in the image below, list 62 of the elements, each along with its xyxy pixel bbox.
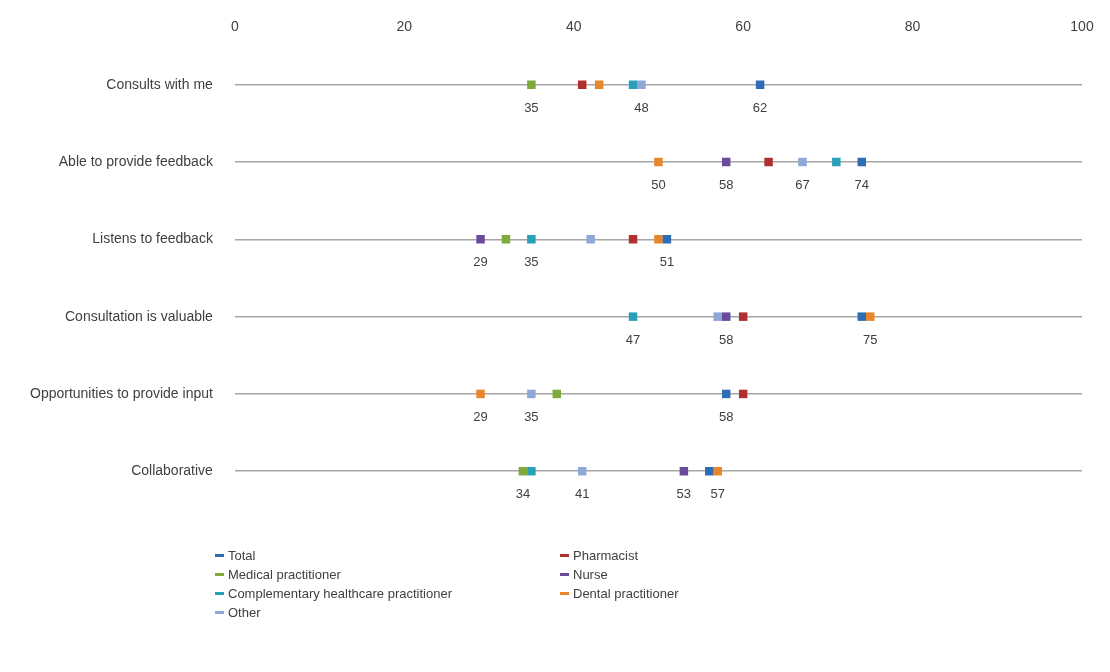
data-label: 74 <box>854 177 869 193</box>
x-tick-label: 0 <box>230 17 239 34</box>
data-label: 67 <box>795 177 810 193</box>
point <box>476 389 485 399</box>
data-label: 58 <box>718 177 734 193</box>
data-label: 50 <box>651 177 666 193</box>
point <box>527 80 536 90</box>
x-tick-label: 40 <box>565 17 582 34</box>
y-tick-label: Consultation is valuable <box>65 307 214 324</box>
legend-label: Pharmacist <box>573 548 639 563</box>
data-label: 58 <box>718 409 734 425</box>
data-label: 35 <box>524 99 539 115</box>
point <box>705 466 714 476</box>
data-label: 35 <box>524 409 539 425</box>
point <box>586 235 595 244</box>
x-tick-label: 60 <box>735 17 752 34</box>
y-tick-label: Able to provide feedback <box>58 152 214 169</box>
point <box>832 157 841 167</box>
data-label: 29 <box>473 409 488 425</box>
data-label: 57 <box>710 486 725 502</box>
y-tick-label: Collaborative <box>131 462 214 479</box>
point <box>738 312 748 321</box>
data-label: 62 <box>752 99 768 115</box>
legend-label: Nurse <box>573 567 608 582</box>
data-label: 29 <box>473 254 488 270</box>
x-tick-label: 20 <box>396 17 413 34</box>
point <box>501 235 511 244</box>
legend-label: Dental practitioner <box>573 586 679 601</box>
y-tick-label: Consults with me <box>106 75 214 92</box>
y-tick-label: Opportunities to provide input <box>30 384 213 401</box>
point <box>628 235 638 244</box>
x-tick-label: 80 <box>904 17 921 34</box>
point <box>527 389 536 399</box>
point <box>654 235 663 244</box>
point <box>798 157 807 167</box>
legend-label: Other <box>228 605 261 620</box>
data-label: 58 <box>718 331 734 347</box>
point <box>527 235 536 244</box>
x-tick-label: 100 <box>1070 17 1094 34</box>
data-label: 34 <box>515 486 531 502</box>
legend-label: Medical practitioner <box>228 567 341 582</box>
data-label: 53 <box>676 486 692 502</box>
data-label: 47 <box>625 331 641 347</box>
legend-label: Complementary healthcare practitioner <box>228 586 452 601</box>
point <box>713 312 722 321</box>
point <box>637 80 646 90</box>
data-label: 51 <box>659 254 675 270</box>
point <box>865 312 875 321</box>
point <box>628 312 638 321</box>
point <box>654 157 663 167</box>
data-label: 35 <box>524 254 539 270</box>
point <box>662 235 672 244</box>
point <box>721 312 731 321</box>
y-tick-label: Listens to feedback <box>92 230 214 247</box>
legend-label: Total <box>228 548 256 563</box>
point <box>527 466 536 476</box>
point <box>476 235 485 244</box>
data-label: 48 <box>634 99 649 115</box>
data-label: 75 <box>862 331 878 347</box>
data-label: 41 <box>574 486 590 502</box>
point <box>857 312 866 321</box>
point <box>764 157 773 167</box>
